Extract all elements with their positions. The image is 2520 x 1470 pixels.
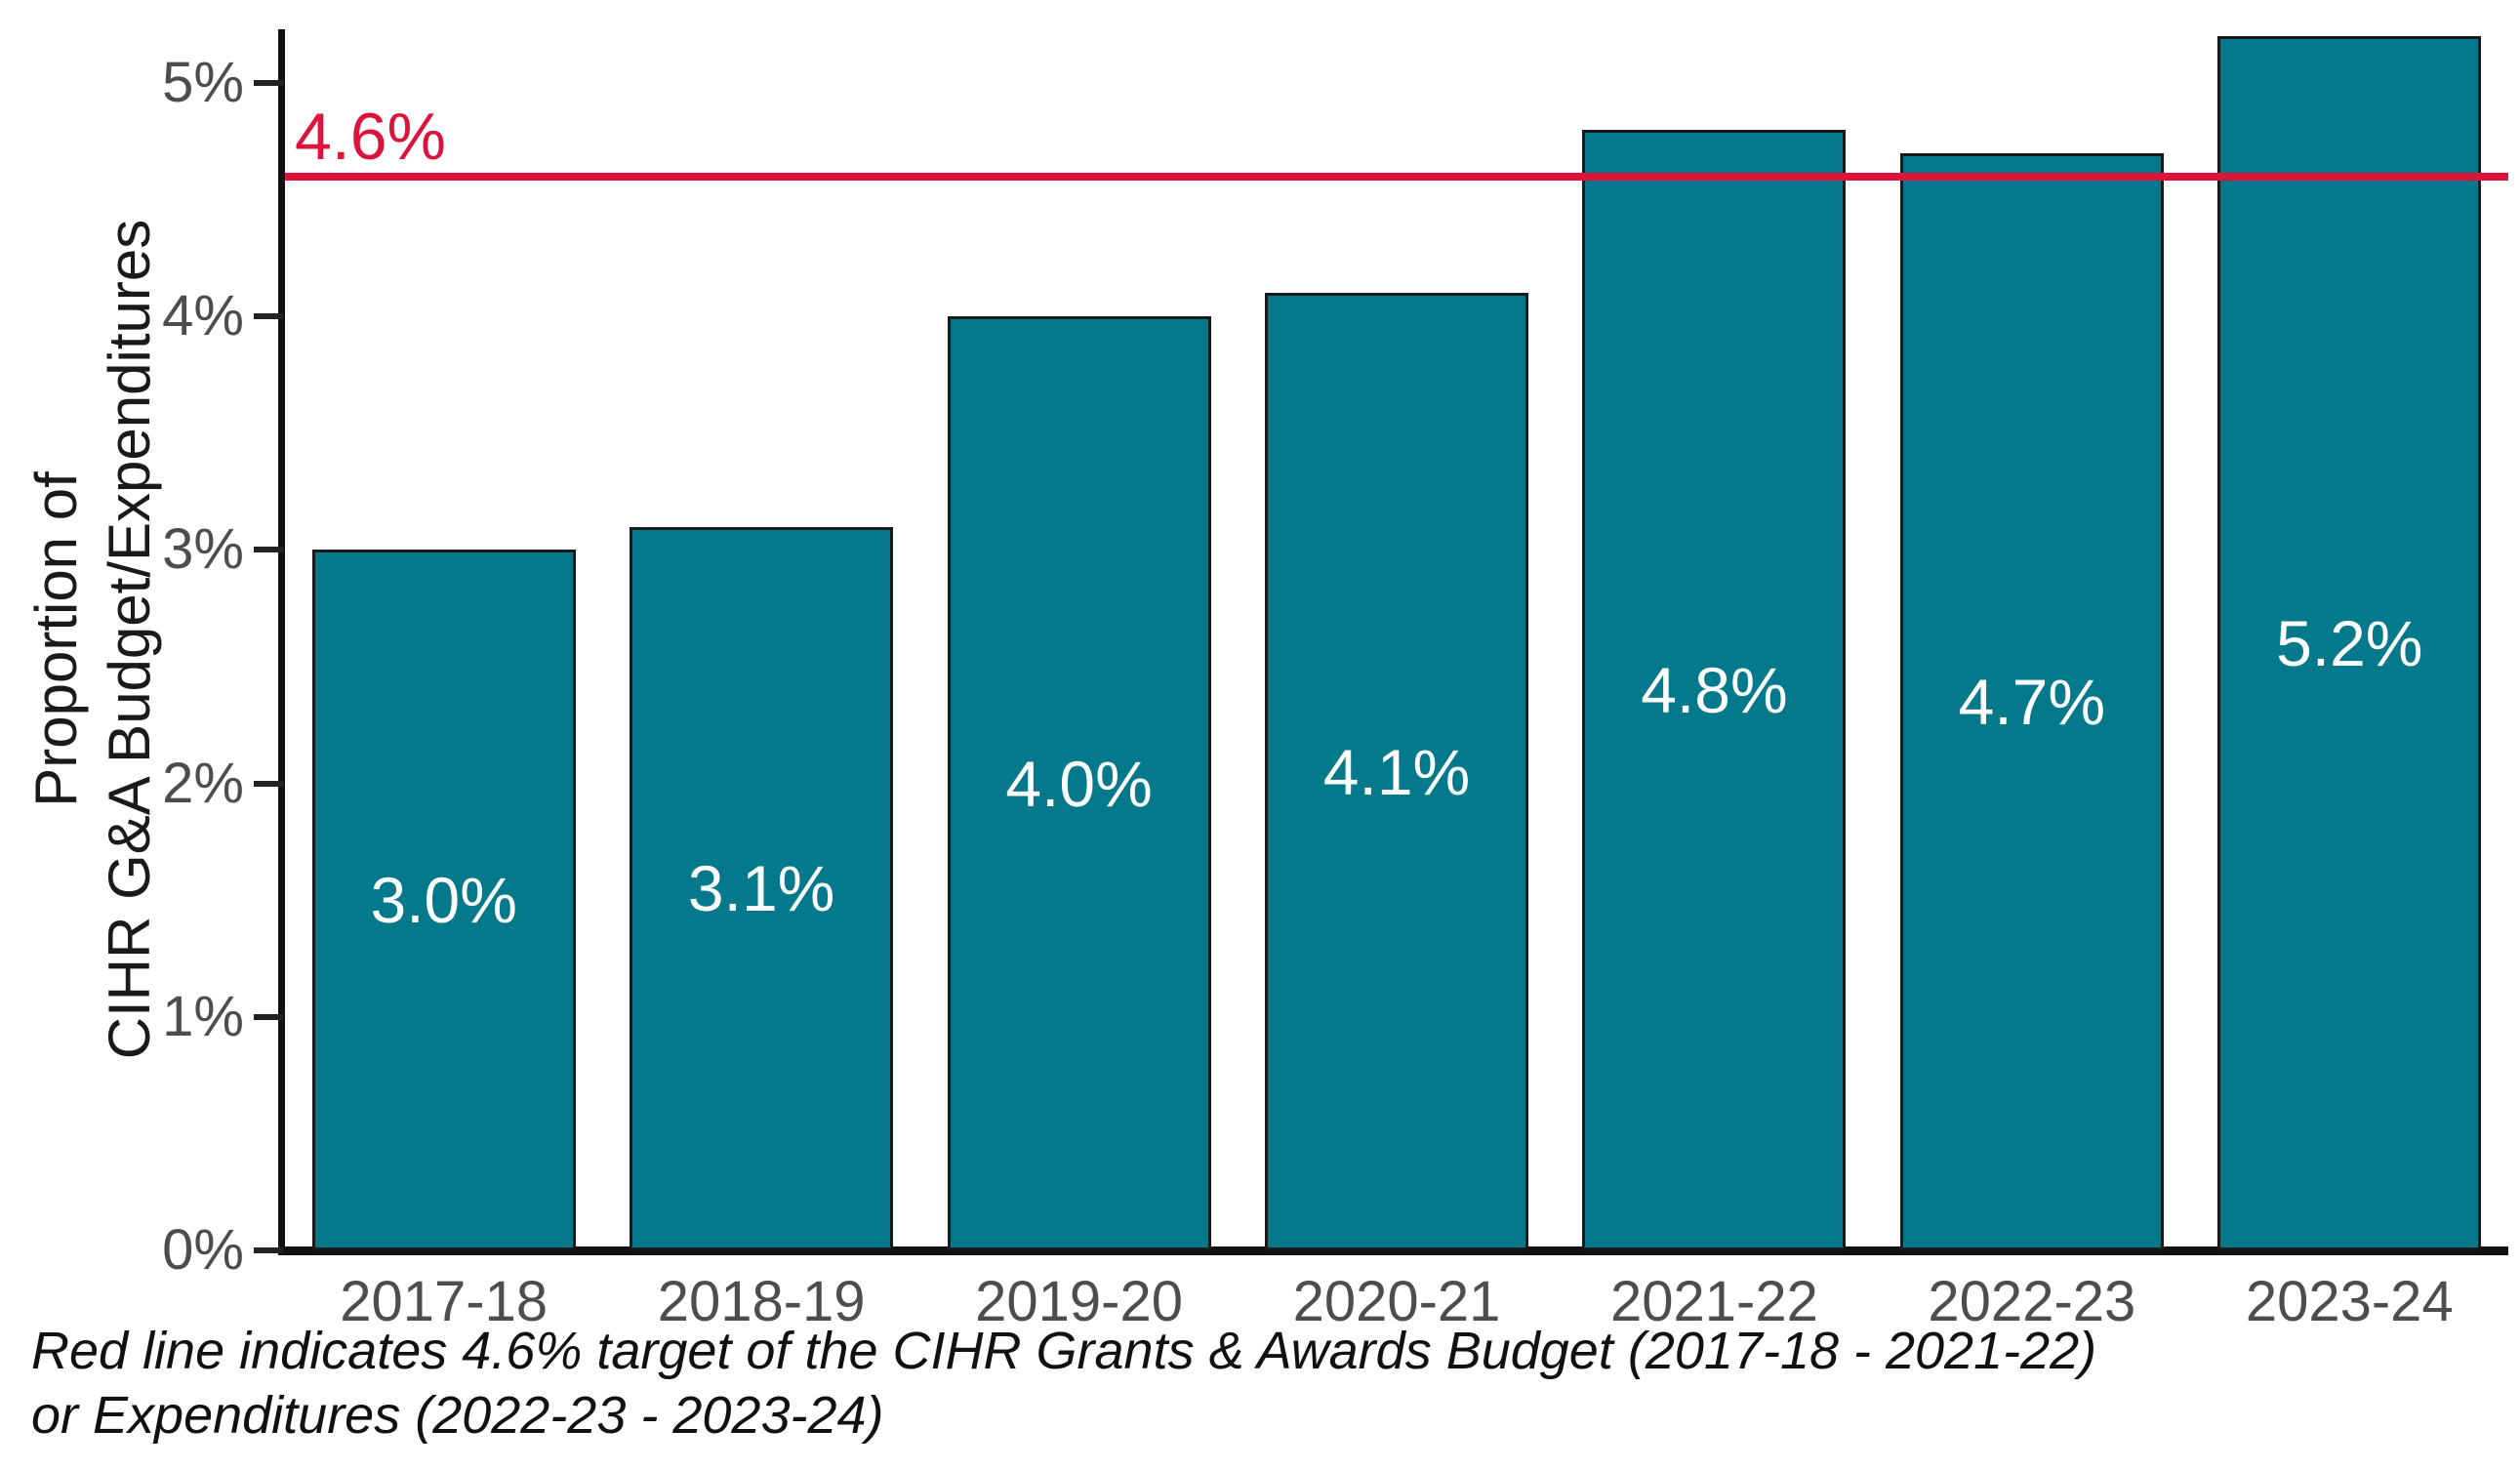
bar-2023-24: 5.2% bbox=[2217, 36, 2482, 1250]
y-tick-label-4%: 4% bbox=[162, 284, 244, 348]
bar-value-label: 3.1% bbox=[687, 852, 835, 925]
y-tick-label-3%: 3% bbox=[162, 517, 244, 582]
y-tick-mark-3% bbox=[254, 547, 283, 553]
y-axis-line bbox=[278, 29, 285, 1255]
x-tick-label-2021-22: 2021-22 bbox=[1609, 1270, 1818, 1333]
bar-2020-21: 4.1% bbox=[1265, 293, 1528, 1250]
y-tick-mark-5% bbox=[254, 80, 283, 86]
x-tick-label-2023-24: 2023-24 bbox=[2245, 1270, 2454, 1333]
y-axis-title: Proportion of CIHR G&A Budget/Expenditur… bbox=[23, 219, 162, 1060]
y-tick-mark-4% bbox=[254, 313, 283, 320]
bar-value-label: 4.0% bbox=[1005, 747, 1153, 820]
bar-value-label: 5.2% bbox=[2276, 607, 2423, 680]
plot-area: 4.6% 3.0% 3.1% 4.0% 4.1% 4.8% 4.7% 5.2% bbox=[285, 29, 2508, 1250]
bar-2022-23: 4.7% bbox=[1899, 152, 2164, 1250]
x-tick-label-2022-23: 2022-23 bbox=[1928, 1270, 2136, 1333]
bar-2018-19: 3.1% bbox=[630, 526, 894, 1250]
bar-2017-18: 3.0% bbox=[311, 550, 576, 1250]
y-tick-label-5%: 5% bbox=[162, 51, 244, 114]
bar-value-label: 4.1% bbox=[1322, 735, 1471, 808]
x-tick-label-2019-20: 2019-20 bbox=[975, 1270, 1183, 1333]
y-tick-mark-2% bbox=[254, 780, 283, 787]
bar-value-label: 3.0% bbox=[370, 864, 517, 937]
target-line bbox=[285, 172, 2508, 181]
x-tick-label-2020-21: 2020-21 bbox=[1292, 1270, 1501, 1333]
y-tick-label-1%: 1% bbox=[162, 984, 244, 1048]
bar-2021-22: 4.8% bbox=[1582, 129, 1847, 1250]
target-line-label: 4.6% bbox=[295, 99, 446, 174]
bar-2019-20: 4.0% bbox=[947, 316, 1211, 1250]
y-tick-mark-0% bbox=[254, 1247, 283, 1253]
x-tick-label-2018-19: 2018-19 bbox=[657, 1270, 866, 1333]
y-tick-label-2%: 2% bbox=[162, 751, 244, 815]
bar-value-label: 4.8% bbox=[1641, 653, 1788, 726]
x-tick-label-2017-18: 2017-18 bbox=[340, 1270, 549, 1333]
x-axis-line bbox=[278, 1246, 2508, 1255]
bar-value-label: 4.7% bbox=[1958, 665, 2106, 738]
chart-caption: Red line indicates 4.6% target of the CI… bbox=[31, 1322, 2097, 1445]
y-tick-label-0%: 0% bbox=[162, 1218, 244, 1282]
y-tick-mark-1% bbox=[254, 1013, 283, 1020]
